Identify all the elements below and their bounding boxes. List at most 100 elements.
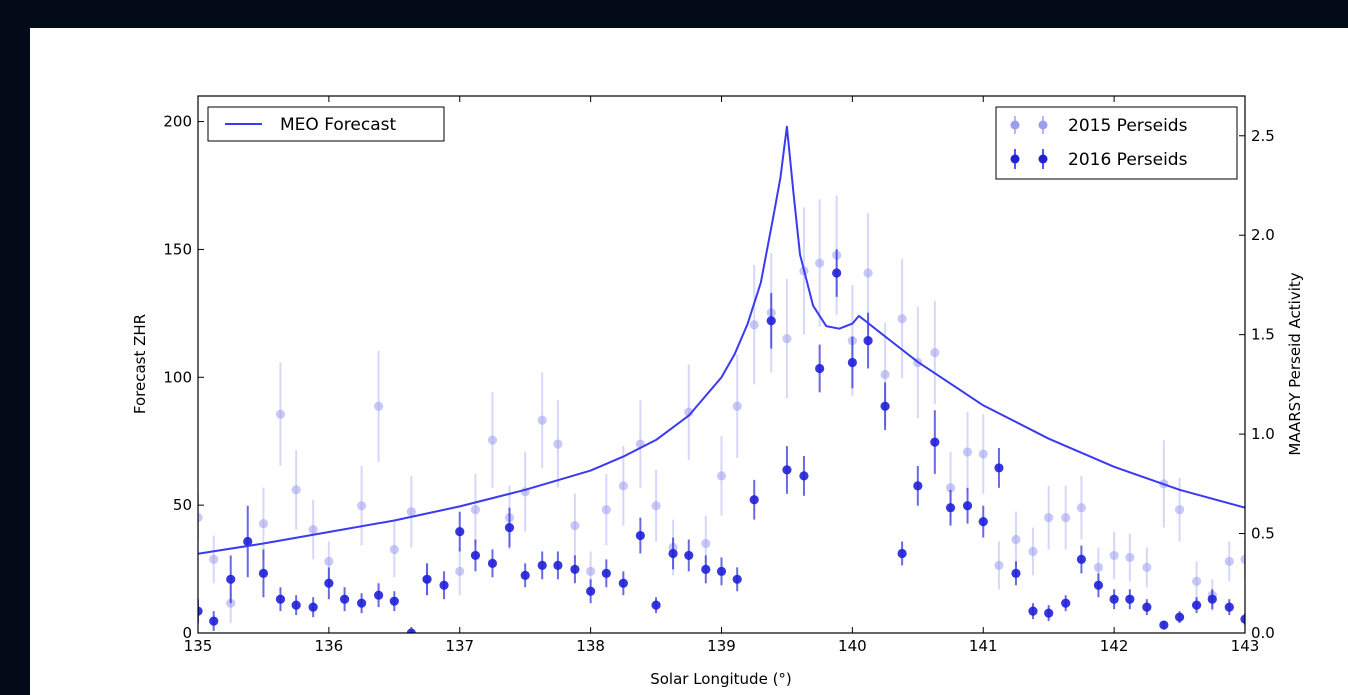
series-2016-point — [470, 550, 481, 561]
y-axis-label-right: MAARSY Perseid Activity — [1286, 272, 1304, 455]
series-2015-point — [308, 524, 318, 535]
series-2016-point — [782, 465, 792, 475]
legend-label-2015: 2015 Perseids — [1068, 116, 1188, 136]
series-2016-point — [799, 471, 809, 481]
series-2015-point — [701, 538, 711, 549]
series-2016-point — [1109, 594, 1119, 604]
y-left-tick-label: 0 — [182, 624, 192, 642]
forecast-line — [198, 125, 1245, 555]
series-2016-point — [1159, 620, 1169, 630]
series-2016-point — [339, 594, 350, 604]
figure-panel: 135 136 137 138 139 140 141 142 143 0 50 100 150 200… — [30, 28, 1348, 695]
series-2016-point — [487, 558, 498, 568]
series-2015-point — [930, 347, 940, 358]
x-tick-label: 139 — [707, 637, 736, 655]
series-2015-point — [880, 369, 890, 380]
series-2015-point — [537, 415, 547, 425]
series-2015-point — [863, 268, 873, 278]
x-tick-label: 137 — [445, 637, 474, 655]
series-2015-point — [291, 485, 301, 495]
series-2015-point — [782, 334, 792, 344]
series-2015-point — [945, 483, 956, 493]
series-2016-point — [209, 616, 219, 626]
series-2015-point — [1044, 513, 1054, 523]
legend-forecast-label: MEO Forecast — [280, 115, 396, 135]
series-2016-point — [1174, 612, 1185, 622]
series-2016-point — [308, 602, 318, 612]
series-2016-point — [930, 437, 940, 447]
series-2016-point — [1240, 614, 1245, 624]
legend-forecast: MEO Forecast — [207, 106, 445, 142]
series-2016-point — [455, 526, 465, 537]
series-2016-point — [962, 501, 973, 511]
series-2015-point — [374, 401, 384, 411]
x-tick-label: 138 — [576, 637, 605, 655]
series-2015-point — [209, 554, 219, 565]
legend-series: 2015 Perseids 2016 Perseids — [995, 106, 1238, 180]
series-2016-point — [945, 503, 956, 513]
series-2016-point — [701, 564, 711, 574]
series-2016-point — [1224, 602, 1234, 612]
series-2016-point — [1028, 606, 1038, 616]
series-2015-point — [1011, 534, 1021, 545]
series-2015-point — [389, 544, 399, 555]
series-2015-point — [1174, 505, 1185, 515]
series-2016-point — [978, 517, 988, 527]
series-2015-point — [275, 409, 286, 419]
x-tick-label: 142 — [1100, 637, 1129, 655]
x-tick-label: 140 — [838, 637, 867, 655]
series-2016-point — [684, 550, 694, 561]
series-2016-point — [243, 536, 253, 547]
x-axis-label: Solar Longitude (°) — [650, 670, 792, 688]
y-right-tick-label: 1.0 — [1251, 425, 1275, 443]
series-2016-point — [570, 564, 580, 574]
series-2016-point — [1076, 554, 1087, 565]
series-2015-point — [324, 556, 334, 567]
series-2015-point — [618, 481, 628, 491]
series-2016-point — [275, 594, 286, 604]
series-2016-point — [668, 548, 678, 559]
series-2015-point — [1093, 562, 1104, 572]
series-2016-point — [198, 606, 203, 616]
y-left-tick-label: 150 — [163, 240, 192, 258]
series-2016-point — [537, 560, 547, 570]
series-2016-point — [847, 357, 857, 368]
series-2016-point — [422, 574, 432, 584]
series-2015-point — [1240, 554, 1245, 565]
series-2015-point — [1191, 576, 1202, 586]
series-2016-point — [651, 600, 661, 610]
y-right-tick-label: 2.5 — [1251, 127, 1275, 145]
series-2015-point — [601, 505, 611, 515]
series-2015-point — [1076, 503, 1087, 513]
legend-series-box — [995, 106, 1238, 180]
series-2016-point — [1207, 594, 1217, 604]
series-2016-point — [766, 316, 776, 326]
series-2015-point — [749, 320, 759, 330]
series-2016-point — [553, 560, 563, 570]
series-2015-point — [1109, 550, 1119, 561]
series-2015-point — [994, 560, 1004, 570]
series-2016-point — [716, 566, 727, 576]
series-2016-point — [913, 481, 923, 491]
series-2015-point — [732, 401, 742, 411]
y-left-tick-label: 100 — [163, 368, 192, 386]
x-tick-label: 143 — [1231, 637, 1260, 655]
x-tick-label: 136 — [315, 637, 344, 655]
y-left-tick-label: 50 — [173, 496, 192, 514]
series-2016-point — [1061, 598, 1071, 608]
series-2015-point — [978, 449, 988, 459]
y-right-tick-label: 0.5 — [1251, 525, 1275, 543]
series-2016-point — [732, 574, 742, 584]
x-tick-label: 141 — [969, 637, 998, 655]
series-2015-point — [553, 439, 563, 449]
series-2016-point — [1142, 602, 1152, 612]
series-2016-point — [1044, 608, 1054, 618]
series-2016-point — [863, 336, 873, 346]
series-2015-point — [455, 566, 465, 576]
series-2015-point — [470, 505, 481, 515]
series-2016-point — [258, 568, 269, 578]
series-2015-point — [897, 314, 907, 324]
series-2015-point — [258, 519, 269, 529]
series-2015-point — [570, 521, 580, 531]
series-2016-point — [749, 495, 759, 505]
